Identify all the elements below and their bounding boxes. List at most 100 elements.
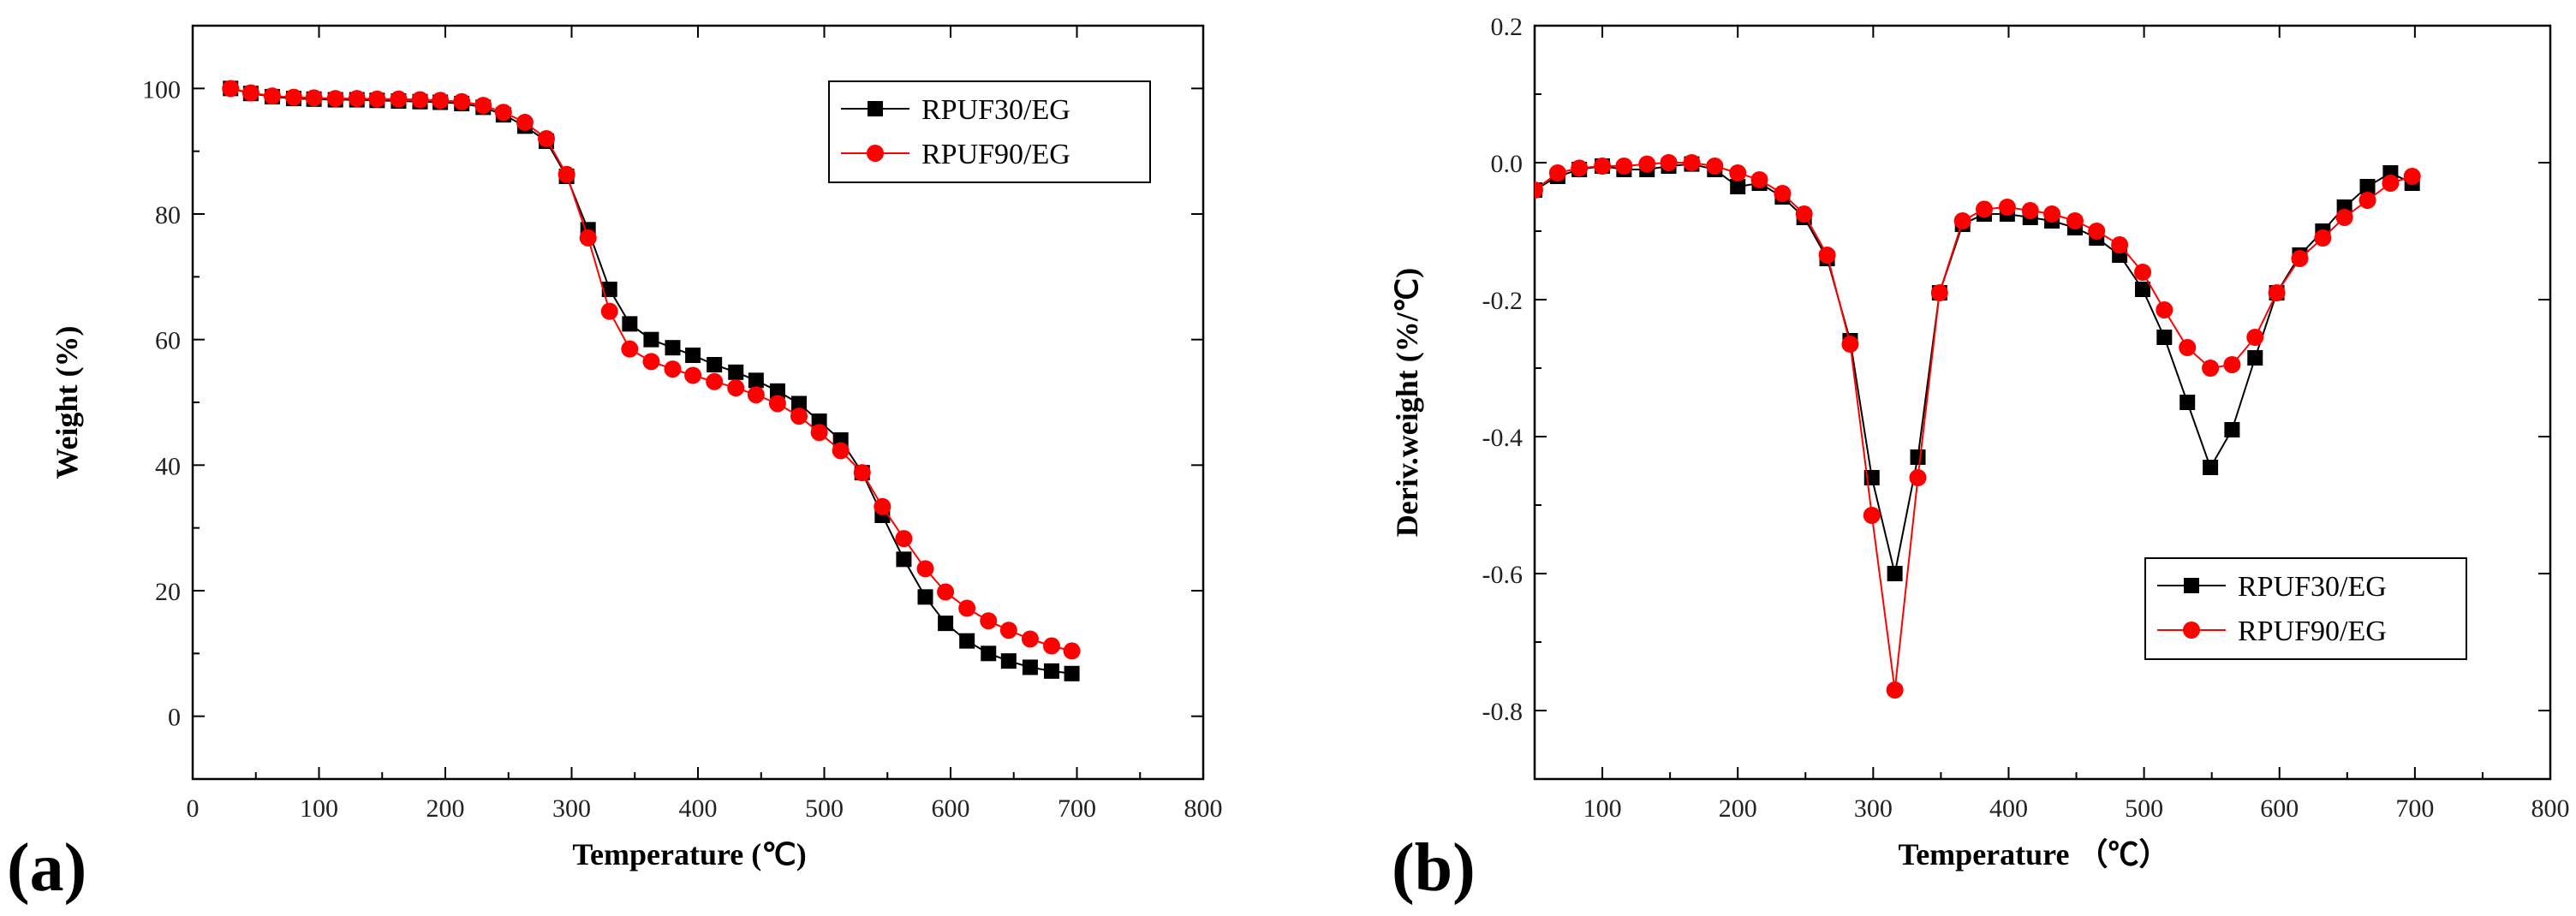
panel-b-y-tick-label: 0.0	[1491, 150, 1524, 178]
panel-a-point-square	[601, 282, 617, 297]
panel-a-point-circle	[621, 340, 639, 358]
panel-a-y-tick-label: 100	[142, 75, 181, 104]
panel-b-legend	[2144, 557, 2467, 660]
panel-a-y-tick-label: 60	[155, 327, 181, 355]
panel-b-x-tick-label: 800	[2531, 794, 2570, 823]
panel-b-x-axis-title: Temperature （℃）	[1899, 837, 2170, 871]
panel-a-x-tick-label: 600	[932, 794, 970, 823]
panel-b-y-axis-title: Deriv.weight (%/℃)	[1390, 268, 1424, 537]
panel-a-y-tick-label: 20	[155, 578, 181, 606]
panel-a-point-square	[685, 348, 701, 363]
panel-b-point-square	[2224, 422, 2240, 437]
panel-b-point-circle	[2021, 202, 2039, 219]
panel-b-point-circle	[2156, 301, 2174, 318]
panel-b-point-circle	[1998, 199, 2016, 216]
panel-a-point-square	[959, 633, 975, 649]
panel-b-point-circle	[2335, 209, 2353, 226]
panel-a-point-square	[938, 616, 954, 632]
panel-a-x-tick-label: 700	[1058, 794, 1096, 823]
panel-b-point-circle	[2291, 250, 2309, 267]
panel-b-y-tick-label: -0.2	[1482, 287, 1524, 315]
panel-b-point-circle	[2043, 205, 2061, 223]
panel-b-x-tick-label: 400	[1989, 794, 2028, 823]
panel-a-point-circle	[348, 90, 366, 108]
panel-a-x-tick-label: 0	[187, 794, 200, 823]
panel-b-plot-frame	[1533, 24, 2552, 781]
panel-a-point-circle	[432, 92, 450, 110]
panel-b-series-line-1	[1535, 163, 2413, 574]
panel-b-x-tick-label: 500	[2125, 794, 2163, 823]
panel-b-point-circle	[2134, 264, 2152, 281]
panel-b-point-square	[1910, 449, 1926, 465]
panel-a-point-circle	[810, 424, 828, 442]
panel-a-x-tick-label: 200	[426, 794, 465, 823]
panel-a-point-square	[707, 357, 723, 372]
panel-b-x-tick-label: 700	[2395, 794, 2434, 823]
panel-b-point-square	[1730, 179, 1746, 194]
panel-b-point-circle	[2179, 339, 2197, 356]
panel-b-point-circle	[1729, 164, 1747, 181]
panel-b-point-square	[2156, 330, 2173, 345]
panel-a-point-circle	[895, 530, 913, 548]
panel-b-point-circle	[2223, 356, 2241, 373]
panel-b-point-circle	[2314, 229, 2332, 247]
panel-b-point-circle	[1886, 681, 1904, 699]
panel-b-point-circle	[2268, 284, 2286, 301]
panel-a-point-circle	[642, 353, 660, 371]
panel-a-point-circle	[874, 497, 891, 515]
panel-a-legend-marker-square	[868, 101, 883, 116]
panel-a-label: (a)	[7, 830, 86, 906]
panel-b-legend-marker-circle	[2183, 622, 2200, 639]
panel-a-point-circle	[242, 84, 259, 102]
panel-b-point-circle	[1841, 336, 1859, 353]
panel-a-y-axis-title: Weight (%)	[50, 326, 84, 479]
panel-a-y-tick-label: 0	[168, 704, 181, 732]
panel-a-point-circle	[958, 599, 976, 617]
panel-b-point-circle	[1774, 185, 1792, 202]
panel-b-point-circle	[1535, 181, 1543, 199]
panel-b-point-circle	[1909, 469, 1927, 486]
panel-a-point-circle	[579, 229, 597, 247]
panel-a-point-square	[643, 331, 659, 348]
panel-a-point-circle	[832, 442, 850, 460]
panel-a-x-tick-label: 500	[805, 794, 844, 823]
panel-a-x-tick-label: 800	[1184, 794, 1223, 823]
panel-a-point-circle	[999, 622, 1017, 639]
panel-b-y-tick-label: -0.4	[1482, 424, 1524, 452]
panel-b-point-circle	[1615, 158, 1633, 175]
panel-b-point-square	[2359, 179, 2376, 194]
panel-a-y-tick-label: 80	[155, 201, 181, 229]
panel-b-point-circle	[1683, 154, 1701, 171]
panel-a-point-circle	[853, 464, 871, 482]
panel-a-point-square	[917, 589, 933, 605]
panel-a-point-square	[1044, 663, 1059, 679]
panel-a-legend-label: RPUF30/EG	[921, 94, 1070, 126]
panel-a-point-circle	[937, 583, 955, 601]
panel-a-point-square	[728, 364, 744, 380]
panel-a-point-circle	[1043, 637, 1060, 655]
panel-b-y-tick-label: -0.6	[1482, 561, 1524, 589]
panel-b-point-circle	[1750, 171, 1768, 188]
panel-a-point-circle	[516, 113, 534, 131]
panel-a: 0 100 200 300 400 500 600 700 800 0 20 40 60 80 100 Tem…	[7, 24, 1223, 906]
panel-a-point-circle	[326, 90, 344, 108]
panel-b: 100 200 300 400 500 600 700 800 -0.8 -0.6 -0.4 -0.2…	[1390, 13, 2570, 906]
panel-b-point-circle	[2358, 192, 2376, 209]
panel-b-point-square	[2179, 395, 2196, 410]
panel-b-y-tick-label: -0.8	[1482, 698, 1524, 726]
panel-a-point-circle	[684, 366, 702, 384]
panel-b-x-tick-label: 100	[1583, 794, 1622, 823]
panel-b-point-circle	[1795, 205, 1813, 223]
panel-a-point-square	[981, 645, 997, 662]
panel-a-point-circle	[390, 90, 408, 108]
panel-a-point-square	[791, 396, 807, 412]
panel-b-point-circle	[2382, 175, 2400, 192]
panel-b-point-circle	[2088, 223, 2106, 240]
panel-a-point-square	[1022, 659, 1038, 675]
panel-b-point-circle	[1818, 247, 1836, 264]
panel-b-point-circle	[1660, 154, 1678, 171]
panel-a-point-square	[1000, 653, 1017, 669]
panel-a-point-circle	[1063, 642, 1081, 660]
panel-a-point-circle	[222, 80, 240, 98]
panel-b-point-circle	[1930, 284, 1948, 301]
